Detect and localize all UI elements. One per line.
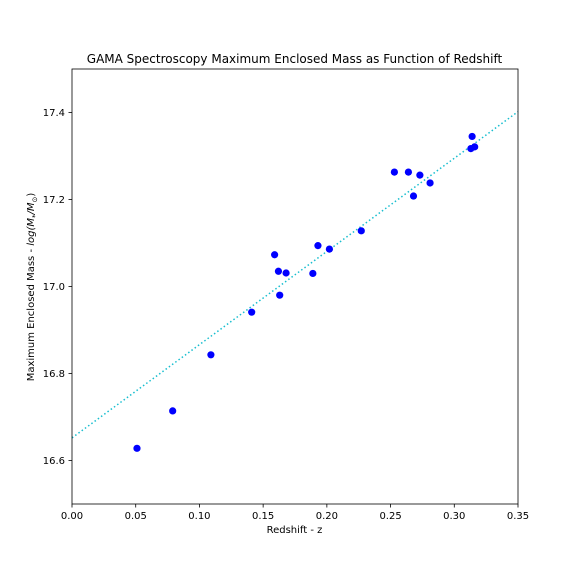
data-point-4 [248, 308, 256, 316]
x-tick-label: 0.30 [443, 511, 465, 522]
data-point-3 [207, 351, 215, 359]
x-axis-ticks: 0.00 0.05 0.10 0.15 0.20 0.25 0.30 0.35 [61, 504, 529, 522]
data-point-17 [426, 179, 434, 187]
x-tick-label: 0.05 [125, 511, 147, 522]
x-tick-label: 0.00 [61, 511, 83, 522]
plot-frame [71, 68, 519, 505]
y-axis-label-math: log(M [26, 218, 37, 246]
fit-line [71, 111, 519, 439]
data-point-12 [357, 227, 365, 235]
y-tick-label: 17.0 [43, 282, 65, 293]
y-axis-label-end: ) [26, 193, 37, 197]
data-point-14 [404, 168, 413, 176]
data-point-2 [169, 407, 177, 415]
y-tick-label: 16.8 [43, 369, 65, 380]
data-point-11 [325, 245, 334, 253]
chart-title: GAMA Spectroscopy Maximum Enclosed Mass … [87, 52, 503, 66]
y-axis-label-sub2: ⊙ [31, 197, 39, 203]
y-axis-label-mid: /M [26, 202, 37, 215]
y-axis-label-sub1: * [31, 214, 39, 218]
data-point-19 [468, 132, 476, 141]
y-axis-label: Maximum Enclosed Mass - log(M*/M⊙) [26, 193, 39, 382]
y-axis-label-prefix: Maximum Enclosed Mass - [26, 246, 37, 382]
y-tick-label: 16.6 [43, 456, 65, 467]
data-point-16 [416, 171, 424, 179]
x-tick-label: 0.25 [379, 511, 401, 522]
data-points [133, 132, 479, 452]
y-tick-label: 17.2 [43, 195, 65, 206]
data-point-6 [274, 267, 283, 275]
y-tick-label: 17.4 [43, 108, 65, 119]
data-point-8 [282, 269, 290, 277]
data-point-7 [276, 291, 284, 299]
data-point-15 [409, 192, 418, 200]
y-axis-ticks: 16.6 16.8 17.0 17.2 17.4 [43, 108, 72, 467]
x-tick-label: 0.20 [316, 511, 338, 522]
x-tick-label: 0.10 [188, 511, 210, 522]
x-axis-label: Redshift - z [267, 525, 323, 536]
data-point-5 [271, 251, 279, 259]
data-point-20 [471, 143, 479, 151]
data-point-10 [314, 242, 322, 250]
data-point-1 [133, 444, 141, 452]
data-point-13 [390, 168, 398, 176]
data-point-9 [309, 269, 317, 278]
x-tick-label: 0.15 [252, 511, 274, 522]
x-tick-label: 0.35 [507, 511, 529, 522]
